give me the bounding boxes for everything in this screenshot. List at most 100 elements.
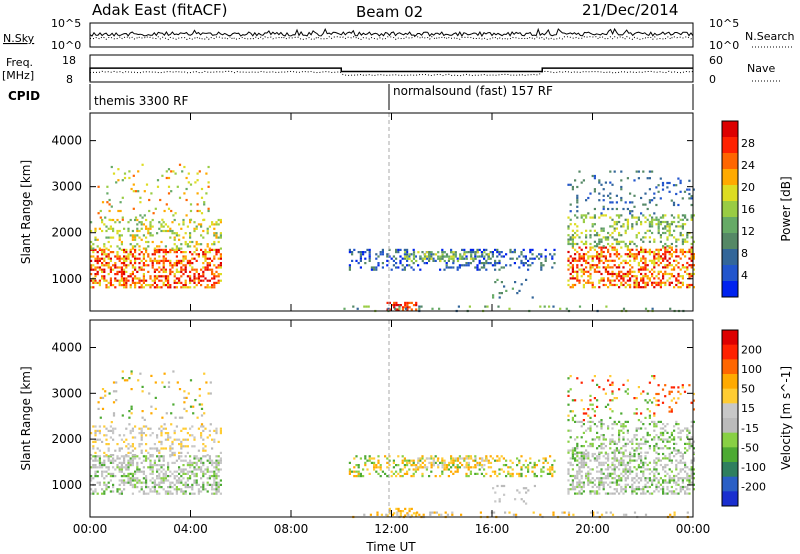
velocity-cell — [684, 492, 687, 495]
power-cell — [648, 236, 651, 239]
power-cell — [452, 255, 455, 258]
power-cell — [181, 170, 184, 173]
power-cell — [134, 286, 137, 289]
velocity-cell — [631, 442, 634, 445]
velocity-cell — [690, 401, 693, 404]
velocity-cell — [184, 438, 187, 441]
velocity-cell — [651, 470, 654, 473]
power-cell — [651, 272, 654, 276]
velocity-cell — [160, 429, 163, 432]
velocity-cell — [598, 452, 601, 456]
nave-label: Nave — [747, 62, 775, 75]
velocity-cell — [574, 457, 577, 460]
power-cell — [217, 273, 220, 276]
power-cell — [105, 253, 108, 256]
power-cell — [657, 257, 660, 260]
velocity-cell — [191, 472, 194, 475]
velocity-cell — [618, 436, 621, 439]
velocity-cell — [624, 442, 627, 445]
power-cell — [162, 275, 165, 278]
power-cell — [626, 246, 629, 249]
power-cell — [410, 308, 413, 311]
power-cell — [171, 266, 174, 269]
velocity-cell — [90, 477, 93, 480]
power-cell — [613, 253, 616, 256]
power-cell — [178, 270, 181, 273]
velocity-cell — [480, 472, 483, 475]
velocity-cell — [609, 485, 612, 489]
power-cell — [182, 218, 185, 222]
power-cell — [397, 304, 400, 307]
velocity-cell — [604, 457, 607, 460]
velocity-cell — [655, 463, 658, 467]
velocity-cell — [672, 397, 676, 400]
velocity-cell — [107, 447, 110, 450]
power-cell — [173, 273, 176, 276]
power-cell — [184, 232, 187, 235]
velocity-cell — [426, 466, 429, 469]
power-cell — [582, 272, 585, 276]
velocity-cell — [450, 457, 453, 460]
power-cell — [145, 218, 148, 222]
power-cell — [173, 248, 176, 251]
power-cell — [167, 176, 171, 180]
velocity-cell — [461, 464, 464, 467]
velocity-cell — [193, 466, 196, 469]
power-cell — [611, 246, 614, 249]
power-cell — [661, 181, 665, 185]
power-cell — [189, 262, 192, 265]
velocity-cell — [593, 457, 596, 460]
velocity-cell — [571, 479, 574, 482]
velocity-cell — [615, 466, 618, 469]
power-cell — [633, 286, 636, 289]
power-cell — [208, 248, 211, 251]
power-cell — [596, 270, 599, 273]
power-cell — [642, 255, 645, 258]
power-cell — [107, 236, 110, 239]
velocity-cell — [98, 449, 101, 452]
velocity-cell — [109, 436, 112, 439]
power-cell — [576, 225, 579, 228]
power-cell — [589, 281, 592, 284]
velocity-cell — [193, 438, 196, 441]
power-cell — [574, 236, 577, 239]
power-cell — [450, 255, 453, 258]
velocity-cell — [379, 475, 382, 478]
power-cell — [109, 268, 112, 271]
velocity-cell — [624, 477, 627, 480]
velocity-cell — [625, 513, 628, 516]
velocity-cell — [202, 486, 205, 489]
velocity-cell — [370, 457, 373, 460]
velocity-cell — [640, 466, 643, 469]
velocity-cell — [151, 481, 154, 484]
power-cell — [131, 245, 134, 248]
velocity-cell — [194, 399, 197, 402]
velocity-cell — [191, 464, 194, 467]
power-cell — [664, 248, 667, 251]
power-cell — [452, 253, 455, 256]
power-cell — [587, 212, 590, 215]
power-cell — [666, 272, 669, 276]
velocity-cell — [598, 492, 601, 495]
power-cell — [423, 255, 427, 258]
power-cell — [498, 268, 501, 271]
velocity-cell — [498, 459, 501, 462]
velocity-colorbar-swatch-11 — [722, 491, 738, 507]
power-cell — [123, 257, 126, 260]
power-cell — [582, 253, 585, 256]
velocity-cell — [487, 459, 490, 462]
velocity-cell — [452, 461, 455, 464]
power-cell — [127, 221, 130, 224]
velocity-cell — [618, 440, 621, 443]
power-cell — [129, 284, 132, 287]
velocity-cell — [593, 375, 596, 378]
velocity-cell — [158, 475, 161, 478]
velocity-cell — [127, 464, 130, 467]
figure-title: Adak East (fitACF) — [92, 1, 227, 19]
power-cell — [215, 253, 218, 256]
power-cell — [474, 251, 477, 254]
velocity-cell — [105, 475, 108, 478]
velocity-cell — [516, 489, 519, 492]
velocity-cell — [141, 385, 144, 388]
power-cell — [567, 225, 570, 228]
